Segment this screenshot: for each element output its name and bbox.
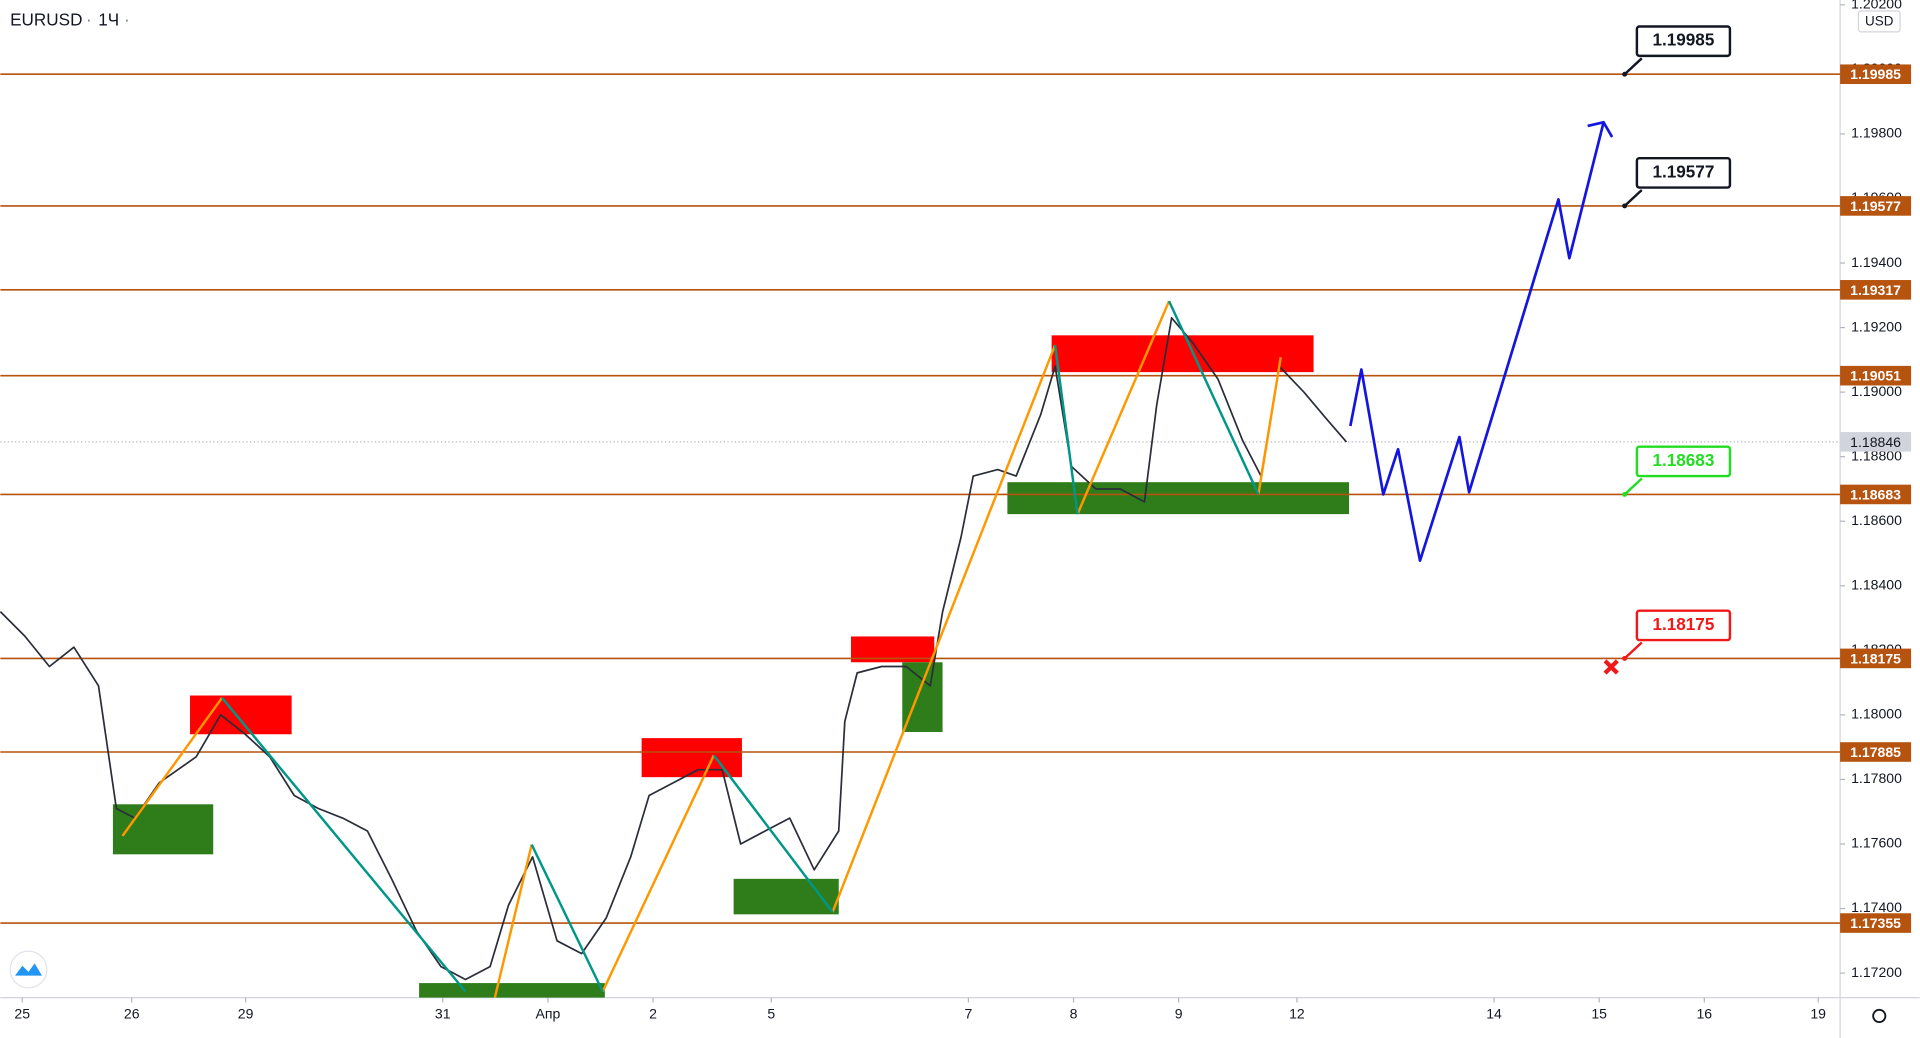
level-label: 1.17885 xyxy=(1850,744,1901,760)
level-label-box xyxy=(1840,742,1912,762)
callout-pointer xyxy=(1623,57,1643,76)
x-tick-label: 29 xyxy=(238,1005,254,1021)
logo-circle[interactable] xyxy=(9,950,48,989)
level-label-box xyxy=(1840,365,1912,386)
callout-anchor xyxy=(1622,491,1628,497)
y-tick-label: 1.17600 xyxy=(1851,835,1902,851)
zone xyxy=(1007,482,1350,515)
level-label: 1.19051 xyxy=(1850,368,1901,384)
swing-leg xyxy=(530,844,604,993)
x-tick-label: 14 xyxy=(1486,1005,1502,1021)
x-tick-label: 7 xyxy=(964,1005,972,1021)
plot-area: 1.19985 1.19577 1.18683 1.18175 xyxy=(0,25,1841,998)
last-price-label: 1.18846 xyxy=(1850,434,1901,450)
callout-box xyxy=(1635,609,1732,642)
x-tick-label: Апр xyxy=(535,1005,560,1021)
y-tick-label: 1.19000 xyxy=(1851,383,1902,399)
swing-leg xyxy=(1053,344,1079,515)
x-tick-label: 12 xyxy=(1289,1005,1305,1021)
level-label-box xyxy=(1840,64,1912,85)
level-label-box xyxy=(1840,280,1912,300)
level-label-box xyxy=(1840,648,1912,669)
callout-pointer xyxy=(1623,189,1643,207)
interval[interactable]: 1Ч xyxy=(98,9,119,29)
level-label: 1.19577 xyxy=(1850,198,1901,214)
zone xyxy=(1051,335,1314,373)
swing-leg xyxy=(831,344,1057,913)
callout-box xyxy=(1635,156,1732,189)
y-tick-label: 1.19200 xyxy=(1851,318,1902,334)
y-tick-label: 1.17400 xyxy=(1851,899,1902,915)
y-tick-label: 1.19400 xyxy=(1851,254,1902,270)
callout-anchor xyxy=(1622,203,1628,209)
swing-leg xyxy=(121,697,224,837)
y-tick-label: 1.18400 xyxy=(1851,577,1902,593)
callout-label: 1.18175 xyxy=(1652,614,1714,634)
level-label: 1.19317 xyxy=(1850,282,1901,298)
logo[interactable] xyxy=(9,950,48,989)
x-tick-label: 15 xyxy=(1591,1005,1607,1021)
callout-pointer xyxy=(1623,641,1643,660)
level-label-box xyxy=(1840,196,1912,216)
callout-label: 1.19577 xyxy=(1652,161,1714,181)
callout-label: 1.18683 xyxy=(1652,450,1714,470)
x-tick-label: 2 xyxy=(649,1005,657,1021)
swing-leg xyxy=(601,754,715,993)
y-tick-label: 1.18600 xyxy=(1851,512,1902,528)
callout-pointer xyxy=(1623,477,1643,496)
swing-leg xyxy=(221,697,467,993)
callout-anchor xyxy=(1622,71,1628,77)
swing-leg xyxy=(1257,357,1282,495)
projection-path xyxy=(1349,121,1605,562)
currency[interactable]: USD xyxy=(1865,14,1894,29)
projection-arrowhead xyxy=(1587,120,1614,138)
level-label: 1.18683 xyxy=(1850,486,1901,502)
zone xyxy=(190,695,292,735)
swing-leg xyxy=(493,844,533,998)
price-line xyxy=(0,317,1348,981)
level-label-box xyxy=(1840,484,1912,505)
gear[interactable] xyxy=(1872,1008,1887,1024)
currency-box[interactable] xyxy=(1857,10,1901,33)
zone xyxy=(733,878,839,915)
x-tick-label: 19 xyxy=(1810,1005,1826,1021)
settings-icon[interactable] xyxy=(1872,1008,1887,1024)
logo-icon[interactable] xyxy=(15,963,42,976)
x-tick-label: 8 xyxy=(1070,1005,1078,1021)
separator: · xyxy=(124,9,130,29)
x-tick-label: 5 xyxy=(767,1005,775,1021)
zone xyxy=(112,804,214,855)
level-label: 1.18175 xyxy=(1850,650,1901,666)
level-label: 1.17355 xyxy=(1850,915,1901,931)
separator: · xyxy=(86,9,92,29)
callout-box xyxy=(1635,445,1732,478)
callout-label: 1.19985 xyxy=(1652,30,1714,50)
callout-anchor xyxy=(1622,655,1628,661)
y-tick-label: 1.18000 xyxy=(1851,706,1902,722)
y-tick-label: 1.17800 xyxy=(1851,770,1902,786)
swing-leg xyxy=(1167,300,1260,495)
callout-box xyxy=(1635,25,1732,58)
swing-leg xyxy=(1076,300,1171,515)
x-tick-label: 26 xyxy=(124,1005,140,1021)
x-tick-label: 9 xyxy=(1175,1005,1183,1021)
symbol[interactable]: EURUSD xyxy=(10,9,82,29)
x-tick-label: 31 xyxy=(435,1005,451,1021)
axes: 1.172001.174001.176001.178001.180001.182… xyxy=(14,0,1912,1021)
level-label-box xyxy=(1840,913,1912,933)
last-price-box xyxy=(1840,432,1912,452)
y-tick-label: 1.17200 xyxy=(1851,964,1902,980)
zone xyxy=(419,983,605,998)
stop-marker xyxy=(1603,659,1619,675)
x-tick-label: 25 xyxy=(14,1005,30,1021)
y-tick-label: 1.19800 xyxy=(1851,125,1902,141)
x-tick-label: 16 xyxy=(1696,1005,1712,1021)
level-label: 1.19985 xyxy=(1850,66,1901,82)
swing-leg xyxy=(712,754,834,913)
y-tick-label: 1.20200 xyxy=(1851,0,1902,12)
